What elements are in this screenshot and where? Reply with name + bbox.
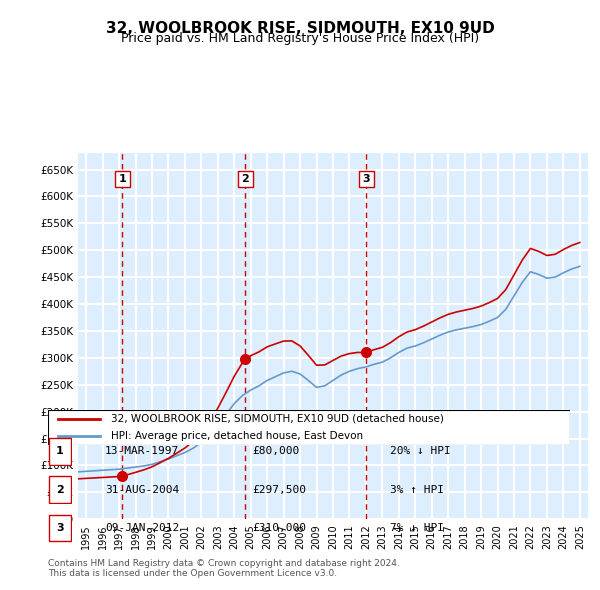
Text: 20% ↓ HPI: 20% ↓ HPI xyxy=(390,447,451,456)
Text: 32, WOOLBROOK RISE, SIDMOUTH, EX10 9UD (detached house): 32, WOOLBROOK RISE, SIDMOUTH, EX10 9UD (… xyxy=(110,414,443,424)
Text: Price paid vs. HM Land Registry's House Price Index (HPI): Price paid vs. HM Land Registry's House … xyxy=(121,32,479,45)
Text: 1: 1 xyxy=(56,447,64,456)
FancyBboxPatch shape xyxy=(49,514,71,542)
Text: 3: 3 xyxy=(56,523,64,533)
Text: 1: 1 xyxy=(119,174,126,184)
Text: 31-AUG-2004: 31-AUG-2004 xyxy=(105,485,179,494)
Text: 7% ↓ HPI: 7% ↓ HPI xyxy=(390,523,444,533)
Text: £310,000: £310,000 xyxy=(252,523,306,533)
Text: 09-JAN-2012: 09-JAN-2012 xyxy=(105,523,179,533)
Text: £297,500: £297,500 xyxy=(252,485,306,494)
Text: £80,000: £80,000 xyxy=(252,447,299,456)
FancyBboxPatch shape xyxy=(48,410,570,445)
Text: 3: 3 xyxy=(362,174,370,184)
Text: 13-MAR-1997: 13-MAR-1997 xyxy=(105,447,179,456)
FancyBboxPatch shape xyxy=(49,477,71,503)
FancyBboxPatch shape xyxy=(49,438,71,465)
Text: 2: 2 xyxy=(56,485,64,494)
Text: 3% ↑ HPI: 3% ↑ HPI xyxy=(390,485,444,494)
Text: Contains HM Land Registry data © Crown copyright and database right 2024.
This d: Contains HM Land Registry data © Crown c… xyxy=(48,559,400,578)
Text: HPI: Average price, detached house, East Devon: HPI: Average price, detached house, East… xyxy=(110,431,363,441)
Text: 32, WOOLBROOK RISE, SIDMOUTH, EX10 9UD: 32, WOOLBROOK RISE, SIDMOUTH, EX10 9UD xyxy=(106,21,494,35)
Text: 2: 2 xyxy=(241,174,249,184)
